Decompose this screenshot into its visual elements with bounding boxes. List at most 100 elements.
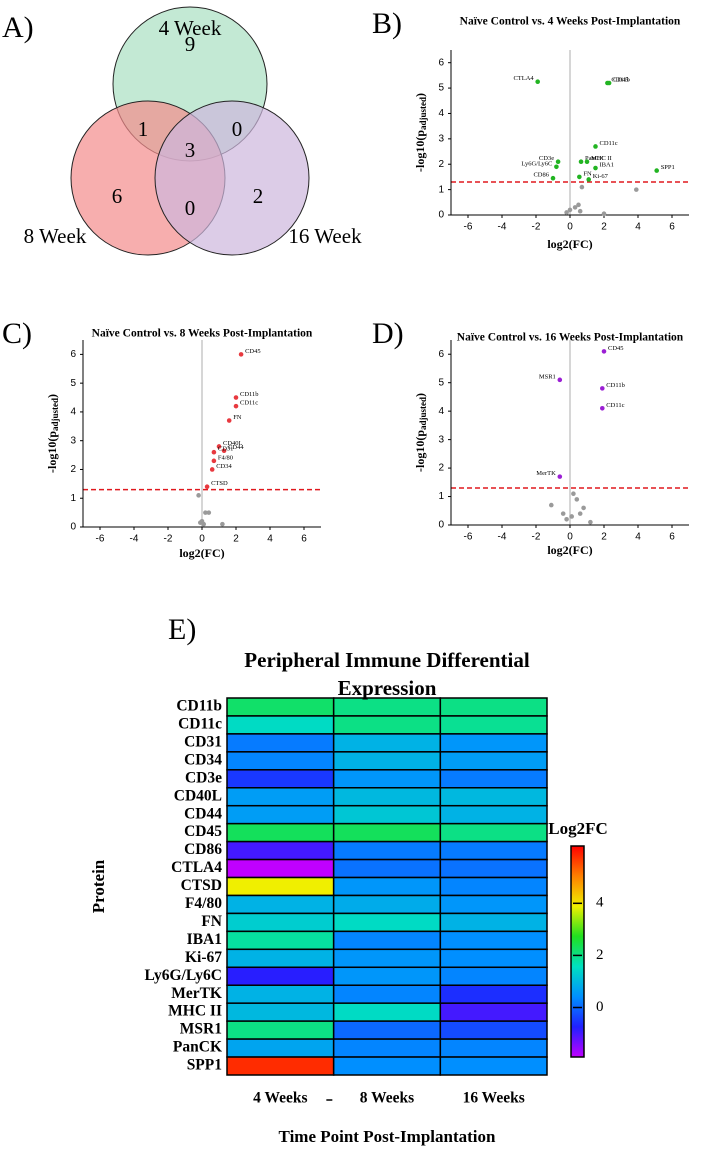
point-label: PanCK [585,155,604,162]
x-tick-label: -6 [464,222,473,233]
point-label: MSR1 [539,373,556,380]
point [203,510,208,515]
x-tick-label: 2 [601,532,607,543]
row-label: CTSD [181,877,222,894]
x-tick-label: 0 [199,534,205,545]
heat-cell [332,948,442,969]
heat-cell [439,804,548,825]
y-axis-label: -log10(padjusted) [413,393,428,472]
y-tick-label: 6 [438,57,444,68]
row-label: CTLA4 [171,859,222,876]
row-label: CD31 [184,733,222,750]
x-axis-label: log2(FC) [547,543,592,557]
region-count: 3 [185,138,196,162]
colorbar-tick-label: 4 [596,895,604,911]
heat-cell [332,984,442,1004]
point [601,211,607,217]
row-label: MSR1 [180,1021,222,1038]
point [577,208,583,214]
point [555,159,561,164]
point [577,511,583,516]
heat-cell [439,876,548,897]
heat-cell [439,733,548,753]
y-tick-label: 4 [438,108,444,119]
point-label: Ki-67 [593,173,609,180]
point [574,497,580,502]
point [564,517,569,522]
point [579,184,585,190]
y-tick-label: 1 [438,184,444,195]
y-tick-label: 6 [438,349,444,360]
y-tick-label: 3 [70,435,76,446]
y-tick-label: 2 [70,464,76,475]
heat-cell [226,948,335,969]
panel-label: E) [168,613,196,646]
region-count: 1 [138,117,149,141]
point-label: CD45 [613,76,629,83]
point [586,177,591,182]
chart-title: Naïve Control vs. 4 Weeks Post-Implantat… [460,16,681,28]
y-tick-label: 0 [70,522,76,533]
point [209,467,215,472]
colorbar-label: Log2FC [548,819,608,838]
point [600,386,605,391]
point-label: CD11c [606,402,624,409]
y-tick-label: 4 [70,407,76,418]
x-tick-label: 0 [567,222,573,233]
heat-cell [439,715,548,735]
point [576,202,581,208]
point-label: CD11b [611,76,630,83]
y-tick-label: 3 [438,133,444,144]
colorbar [570,845,585,1058]
point [557,377,563,383]
point [601,349,607,354]
y-tick-label: 3 [438,434,444,445]
heat-cell [332,894,442,915]
x-axis-label: Time Point Post-Implantation [279,1127,496,1146]
heat-cell [226,876,335,897]
point-label: CD40L [223,440,243,447]
point-label: CTSD [211,480,228,487]
region-count: 2 [253,184,264,208]
y-tick-label: 2 [438,463,444,474]
heat-cell [332,769,442,789]
heat-cell [332,966,442,986]
point-label: CD86 [533,172,549,179]
y-label-suffix: ) [45,394,59,398]
heat-cell [332,876,442,897]
panel-label: B) [372,7,402,40]
y-tick-label: 0 [438,210,444,221]
point-label: FN [583,170,592,177]
row-label: Ly6G/Ly6C [144,967,222,984]
heat-cell [226,715,335,735]
point [233,403,239,409]
heat-cell [439,966,548,986]
point [206,510,212,515]
y-axis-label: -log10(padjusted) [45,394,60,473]
point [238,352,244,357]
heat-cell [332,1056,442,1076]
point [572,205,578,210]
point [560,511,566,516]
point [577,174,582,180]
row-label: PanCK [173,1039,222,1056]
heat-cell [226,822,335,843]
x-tick-label: -6 [96,534,105,545]
point [549,502,554,508]
x-tick-label: 4 [267,534,273,545]
y-tick-label: 5 [438,377,444,388]
point-label: CD3e [539,155,554,162]
heat-cell [332,1002,442,1022]
heat-cell [439,1020,548,1040]
point [198,520,203,525]
point-label: IBA1 [600,162,614,169]
point [211,449,217,455]
heat-cell [439,948,548,969]
x-tick-label: -2 [532,222,541,233]
row-label: CD86 [184,841,222,858]
y-tick-label: 6 [70,349,76,360]
heat-cell [439,751,548,771]
point [233,395,239,400]
point [593,144,598,149]
colorbar-tick-label: 2 [596,947,604,963]
